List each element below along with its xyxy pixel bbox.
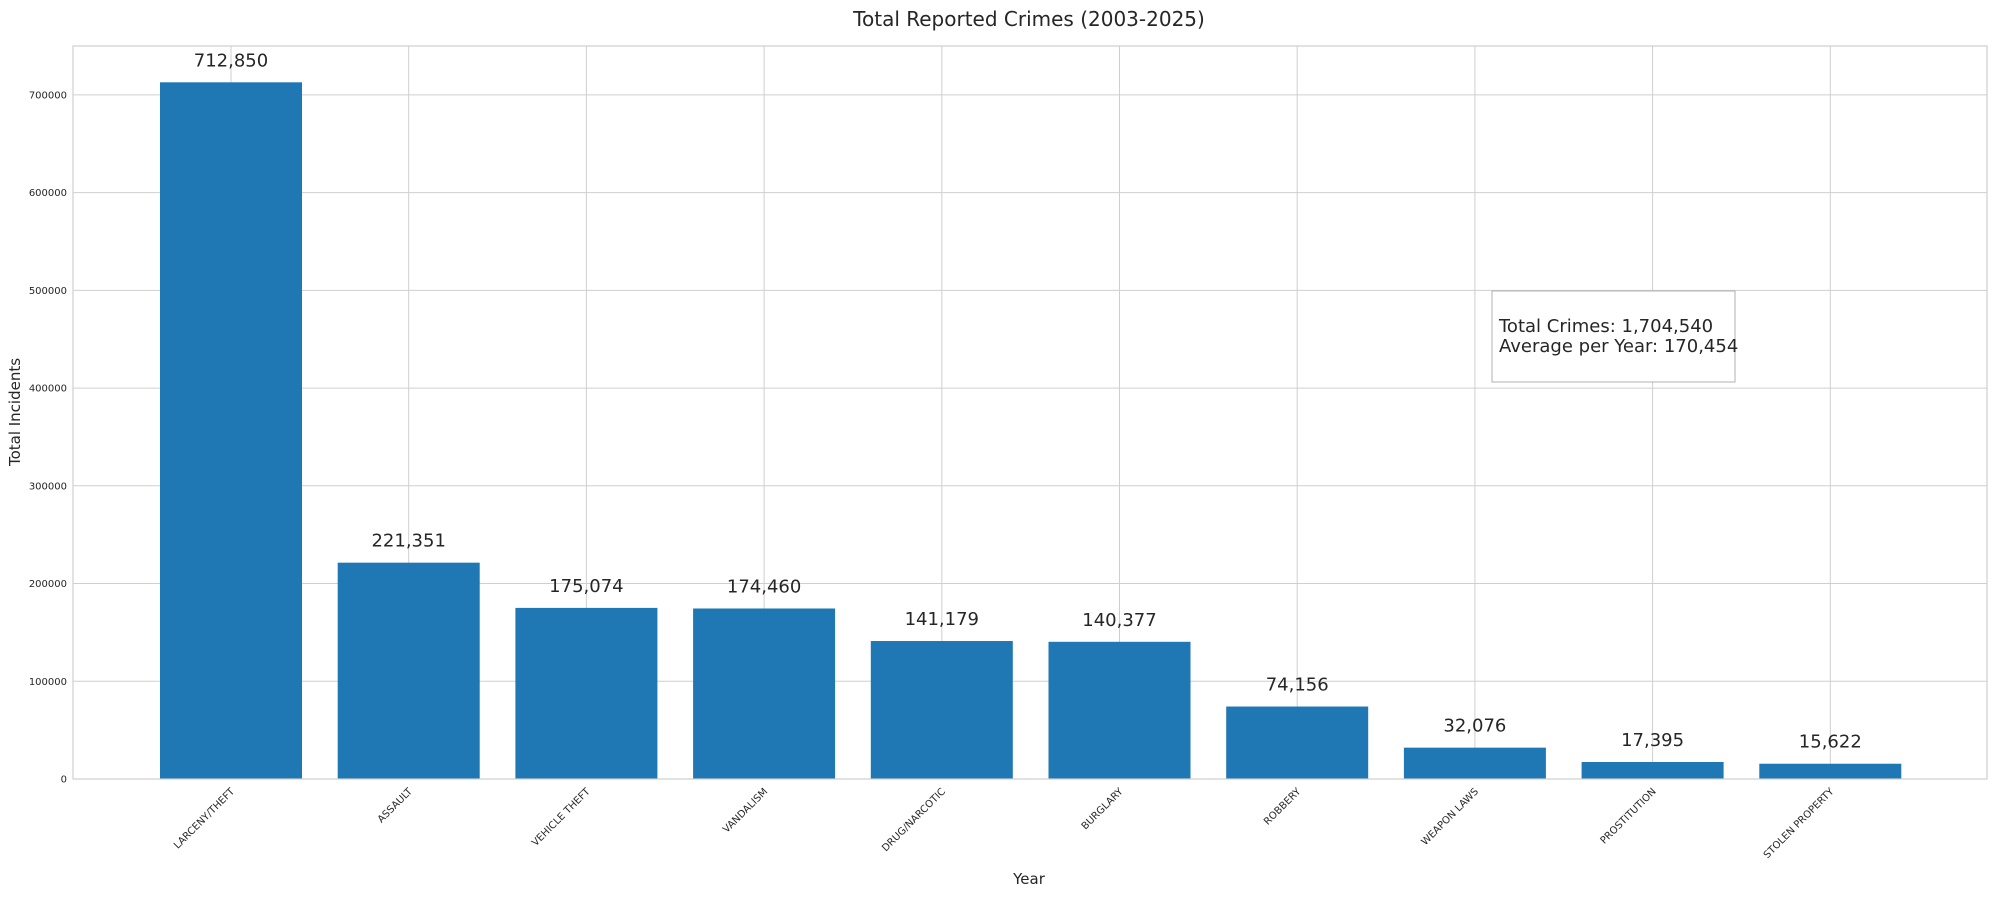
summary-annotation: Total Crimes: 1,704,540 Average per Year…	[1491, 290, 1738, 383]
x-tick-label: WEAPON LAWS	[1420, 786, 1481, 847]
y-tick-label: 400000	[29, 384, 67, 395]
bar	[870, 641, 1013, 779]
bar	[1226, 706, 1369, 779]
chart-title: Total Reported Crimes (2003-2025)	[852, 7, 1205, 31]
bar-value-label: 141,179	[905, 609, 979, 630]
bar	[515, 607, 658, 779]
y-axis-ticks: 0 100000 200000 300000 400000 500000 600000 700…	[29, 90, 67, 785]
bar-value-label: 175,074	[549, 576, 623, 597]
y-axis-label: Total Incidents	[6, 358, 24, 467]
x-tick-label: BURGLARY	[1080, 786, 1127, 833]
bar-layer	[160, 82, 1902, 780]
x-axis-ticks: LARCENY/THEFT ASSAULT VEHICLE THEFT VANDALI…	[172, 786, 1837, 861]
x-tick-label: ROBBERY	[1262, 786, 1304, 828]
bar-value-label: 221,351	[371, 531, 445, 552]
data-labels: 712,850 221,351 175,074 174,460 141,179 140,3…	[194, 50, 1862, 752]
y-tick-label: 0	[61, 775, 67, 786]
x-tick-label: STOLEN PROPERTY	[1762, 786, 1837, 861]
x-tick-label: LARCENY/THEFT	[172, 786, 238, 852]
bar	[693, 608, 836, 779]
bar	[1048, 641, 1191, 779]
y-tick-label: 100000	[29, 677, 67, 688]
x-axis-label: Year	[1012, 870, 1046, 888]
x-tick-label: VEHICLE THEFT	[530, 786, 593, 849]
y-tick-label: 500000	[29, 286, 67, 297]
bar	[1759, 763, 1902, 779]
plot-frame	[72, 45, 1988, 780]
x-tick-label: VANDALISM	[721, 786, 770, 835]
x-tick-label: PROSTITUTION	[1599, 786, 1659, 846]
bar-value-label: 15,622	[1799, 732, 1862, 753]
bar	[1581, 761, 1724, 779]
annotation-average: Average per Year: 170,454	[1499, 336, 1738, 357]
annotation-box	[1491, 290, 1736, 383]
annotation-total: Total Crimes: 1,704,540	[1498, 316, 1713, 337]
x-tick-label: ASSAULT	[376, 786, 416, 826]
bar-value-label: 32,076	[1443, 716, 1506, 737]
x-tick-label: DRUG/NARCOTIC	[880, 786, 948, 854]
y-tick-label: 300000	[29, 481, 67, 492]
y-tick-label: 600000	[29, 188, 67, 199]
y-tick-label: 700000	[29, 90, 67, 101]
bar-value-label: 174,460	[727, 576, 801, 597]
y-tick-label: 200000	[29, 579, 67, 590]
bar-value-label: 74,156	[1266, 675, 1329, 696]
bar	[337, 562, 480, 779]
bar-value-label: 712,850	[194, 50, 268, 71]
bar-value-label: 17,395	[1621, 730, 1684, 751]
bar-value-label: 140,377	[1082, 610, 1156, 631]
bar	[160, 82, 302, 780]
bar	[1403, 747, 1546, 779]
